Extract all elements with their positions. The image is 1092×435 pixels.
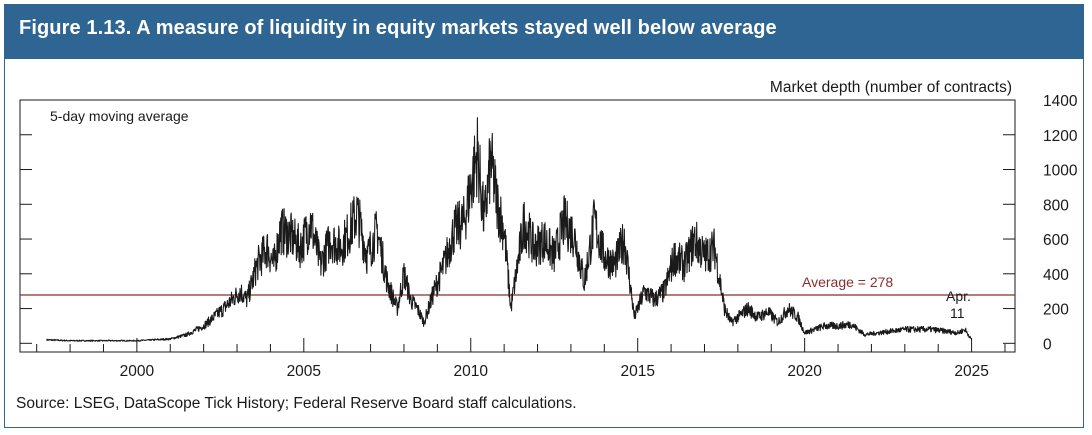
y-axis: 0 200 400 600 800 1000 1200 1400	[20, 93, 1078, 353]
y-tick-label: 600	[1043, 232, 1069, 249]
series-label: 5-day moving average	[50, 108, 189, 124]
x-tick-label: 2025	[954, 363, 988, 380]
y-axis-title: Market depth (number of contracts)	[770, 79, 1012, 96]
series-line	[46, 117, 973, 342]
figure-frame: Figure 1.13. A measure of liquidity in e…	[4, 4, 1084, 428]
source-note: Source: LSEG, DataScope Tick History; Fe…	[16, 395, 577, 412]
y-tick-label: 400	[1043, 267, 1069, 284]
y-tick-label: 800	[1043, 197, 1069, 214]
figure-title: Figure 1.13. A measure of liquidity in e…	[5, 5, 1083, 59]
y-tick-label: 1000	[1043, 163, 1078, 180]
plot-area	[19, 99, 1016, 353]
y-tick-label: 0	[1043, 336, 1052, 353]
end-annotation-day: 11	[950, 305, 965, 321]
x-tick-label: 2015	[620, 363, 654, 380]
x-axis: 2000 2005 2010 2015 2020 2025	[36, 338, 1006, 380]
y-tick-label: 1400	[1043, 93, 1078, 110]
x-tick-label: 2005	[287, 363, 321, 380]
x-tick-label: 2000	[120, 363, 155, 380]
end-annotation-month: Apr.	[946, 288, 971, 304]
average-label: Average = 278	[802, 274, 893, 290]
y-tick-label: 1200	[1043, 128, 1078, 145]
x-tick-label: 2010	[454, 363, 489, 380]
y-tick-label: 200	[1043, 302, 1069, 319]
x-tick-label: 2020	[787, 363, 822, 380]
